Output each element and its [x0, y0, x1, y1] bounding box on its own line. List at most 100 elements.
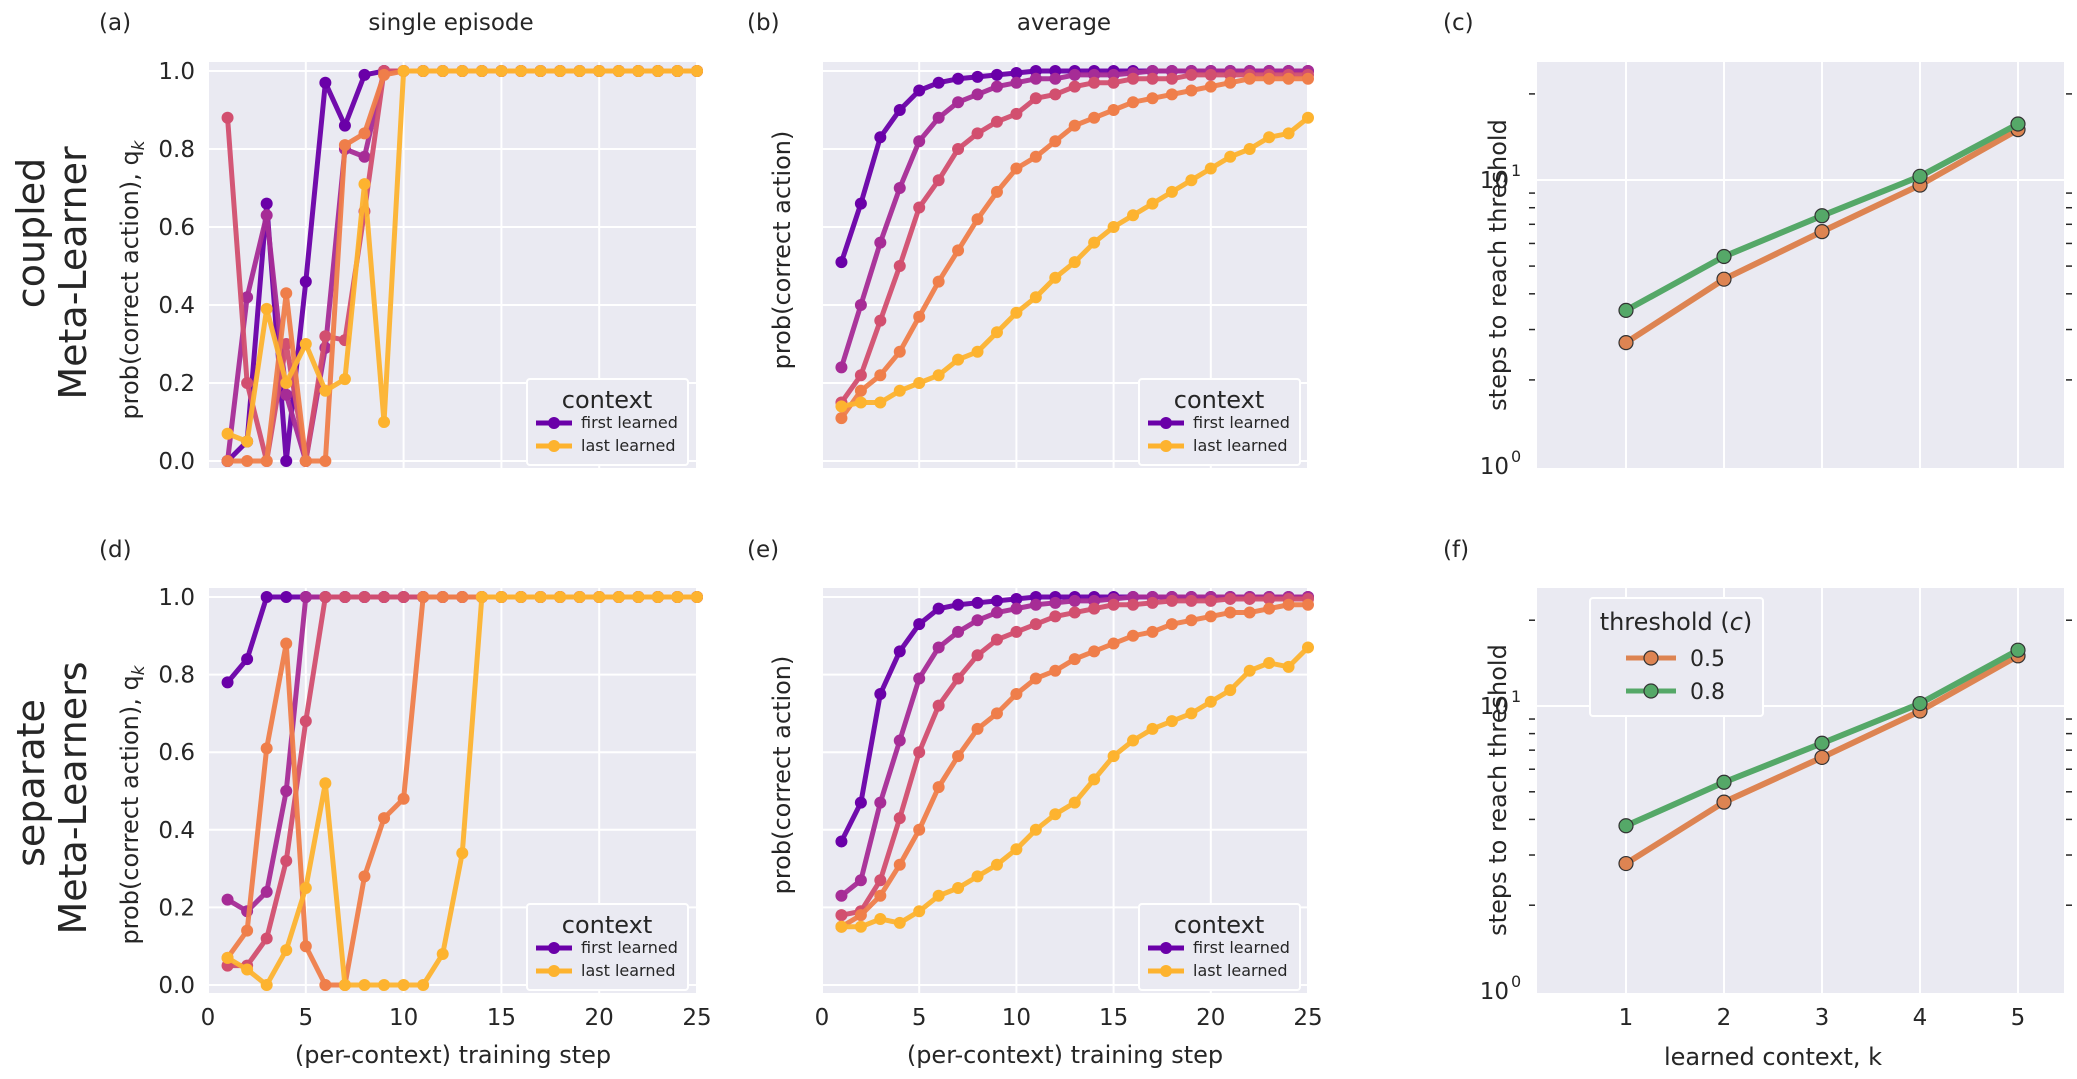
data-point [554, 65, 567, 77]
data-point [319, 777, 332, 790]
data-point [338, 139, 351, 152]
data-point [990, 858, 1003, 871]
data-point [854, 909, 867, 922]
data-point [280, 785, 293, 797]
legend-title: context [1174, 386, 1264, 414]
column-title-single-episode: single episode [368, 10, 533, 36]
y-tick-label: 10 [1480, 694, 1509, 720]
panel-letter-b: (b) [747, 10, 780, 36]
data-point [280, 287, 293, 300]
data-point [319, 591, 332, 603]
x-tick-label: 15 [487, 1005, 516, 1031]
data-point [893, 182, 906, 194]
x-tick-label: 5 [912, 1005, 927, 1031]
data-point [893, 916, 906, 929]
y-tick-label: 0.2 [158, 371, 195, 397]
y-tick-exponent: 0 [1511, 447, 1521, 466]
legend-marker-first [548, 417, 560, 429]
legend-marker-first [548, 942, 560, 954]
data-point [1049, 596, 1062, 609]
data-point [241, 291, 254, 304]
data-point [854, 396, 867, 409]
legend-label-first: first learned [581, 938, 678, 957]
data-point [1068, 80, 1081, 93]
data-point [1029, 672, 1042, 685]
data-point [1127, 629, 1140, 642]
legend-marker-last [548, 965, 560, 977]
data-point [319, 384, 332, 397]
data-point [1107, 750, 1120, 763]
y-tick-label: 10 [1480, 979, 1509, 1005]
data-point [952, 96, 965, 109]
data-point [913, 746, 926, 759]
legend-context-d: context first learned last learned [526, 903, 689, 991]
data-point [2010, 116, 2026, 132]
y-tick-label: 0.4 [158, 293, 195, 319]
data-point [397, 65, 410, 77]
data-point [1088, 236, 1101, 249]
data-point [691, 65, 703, 77]
data-point [971, 345, 984, 358]
data-point [913, 823, 926, 836]
data-point [1010, 76, 1023, 89]
data-point [854, 197, 867, 210]
y-tick-label: 0.2 [158, 895, 195, 921]
data-point [573, 65, 586, 77]
data-point [1716, 248, 1732, 265]
legend-label-last: last learned [581, 961, 675, 980]
data-point [554, 591, 567, 603]
data-point [1263, 131, 1276, 144]
x-tick-label: 5 [2011, 1005, 2026, 1031]
series-threshold-0.8 [1618, 642, 2026, 834]
data-point [1165, 72, 1178, 85]
data-point [932, 602, 945, 615]
legend-title: context [562, 386, 652, 414]
row-label-line2: Meta-Learner [51, 146, 95, 400]
data-point [1127, 734, 1140, 747]
data-point [241, 377, 254, 389]
data-point [1302, 598, 1314, 611]
y-tick-exponent: 1 [1511, 687, 1521, 706]
data-point [299, 455, 312, 467]
data-point [495, 65, 508, 77]
y-tick-exponent: 1 [1511, 161, 1521, 180]
data-point [971, 88, 984, 101]
y-tick-label: 1.0 [158, 59, 195, 85]
data-point [1185, 707, 1198, 720]
data-point [358, 150, 371, 163]
data-point [1146, 197, 1159, 210]
data-point [1243, 606, 1256, 619]
data-point [1282, 660, 1295, 673]
legend-title: context [562, 911, 652, 939]
data-point [1010, 592, 1023, 605]
data-point [1185, 84, 1198, 97]
data-point [1049, 135, 1062, 148]
data-point [1107, 104, 1120, 116]
data-point [1029, 72, 1042, 85]
data-point [1107, 598, 1120, 611]
legend-marker-first [1160, 942, 1172, 954]
data-point [1029, 823, 1042, 836]
data-point [1107, 637, 1120, 650]
data-point [1814, 749, 1830, 766]
data-point [221, 893, 234, 906]
data-point [971, 649, 984, 662]
data-point [221, 676, 234, 689]
data-point [1068, 606, 1081, 619]
legend-label-last: last learned [1193, 961, 1287, 980]
data-point [1204, 80, 1217, 93]
data-point [299, 338, 312, 350]
data-point [1010, 107, 1023, 120]
data-point [835, 909, 848, 922]
data-point [397, 979, 410, 991]
data-point [1243, 143, 1256, 155]
data-point [835, 256, 848, 269]
data-point [1127, 96, 1140, 109]
data-point [671, 591, 684, 603]
data-point [319, 330, 332, 343]
data-point [456, 847, 469, 860]
data-point [913, 618, 926, 631]
data-point [241, 924, 254, 937]
data-point [593, 65, 606, 77]
xlabel-panel-f: learned context, k [1664, 1043, 1882, 1071]
